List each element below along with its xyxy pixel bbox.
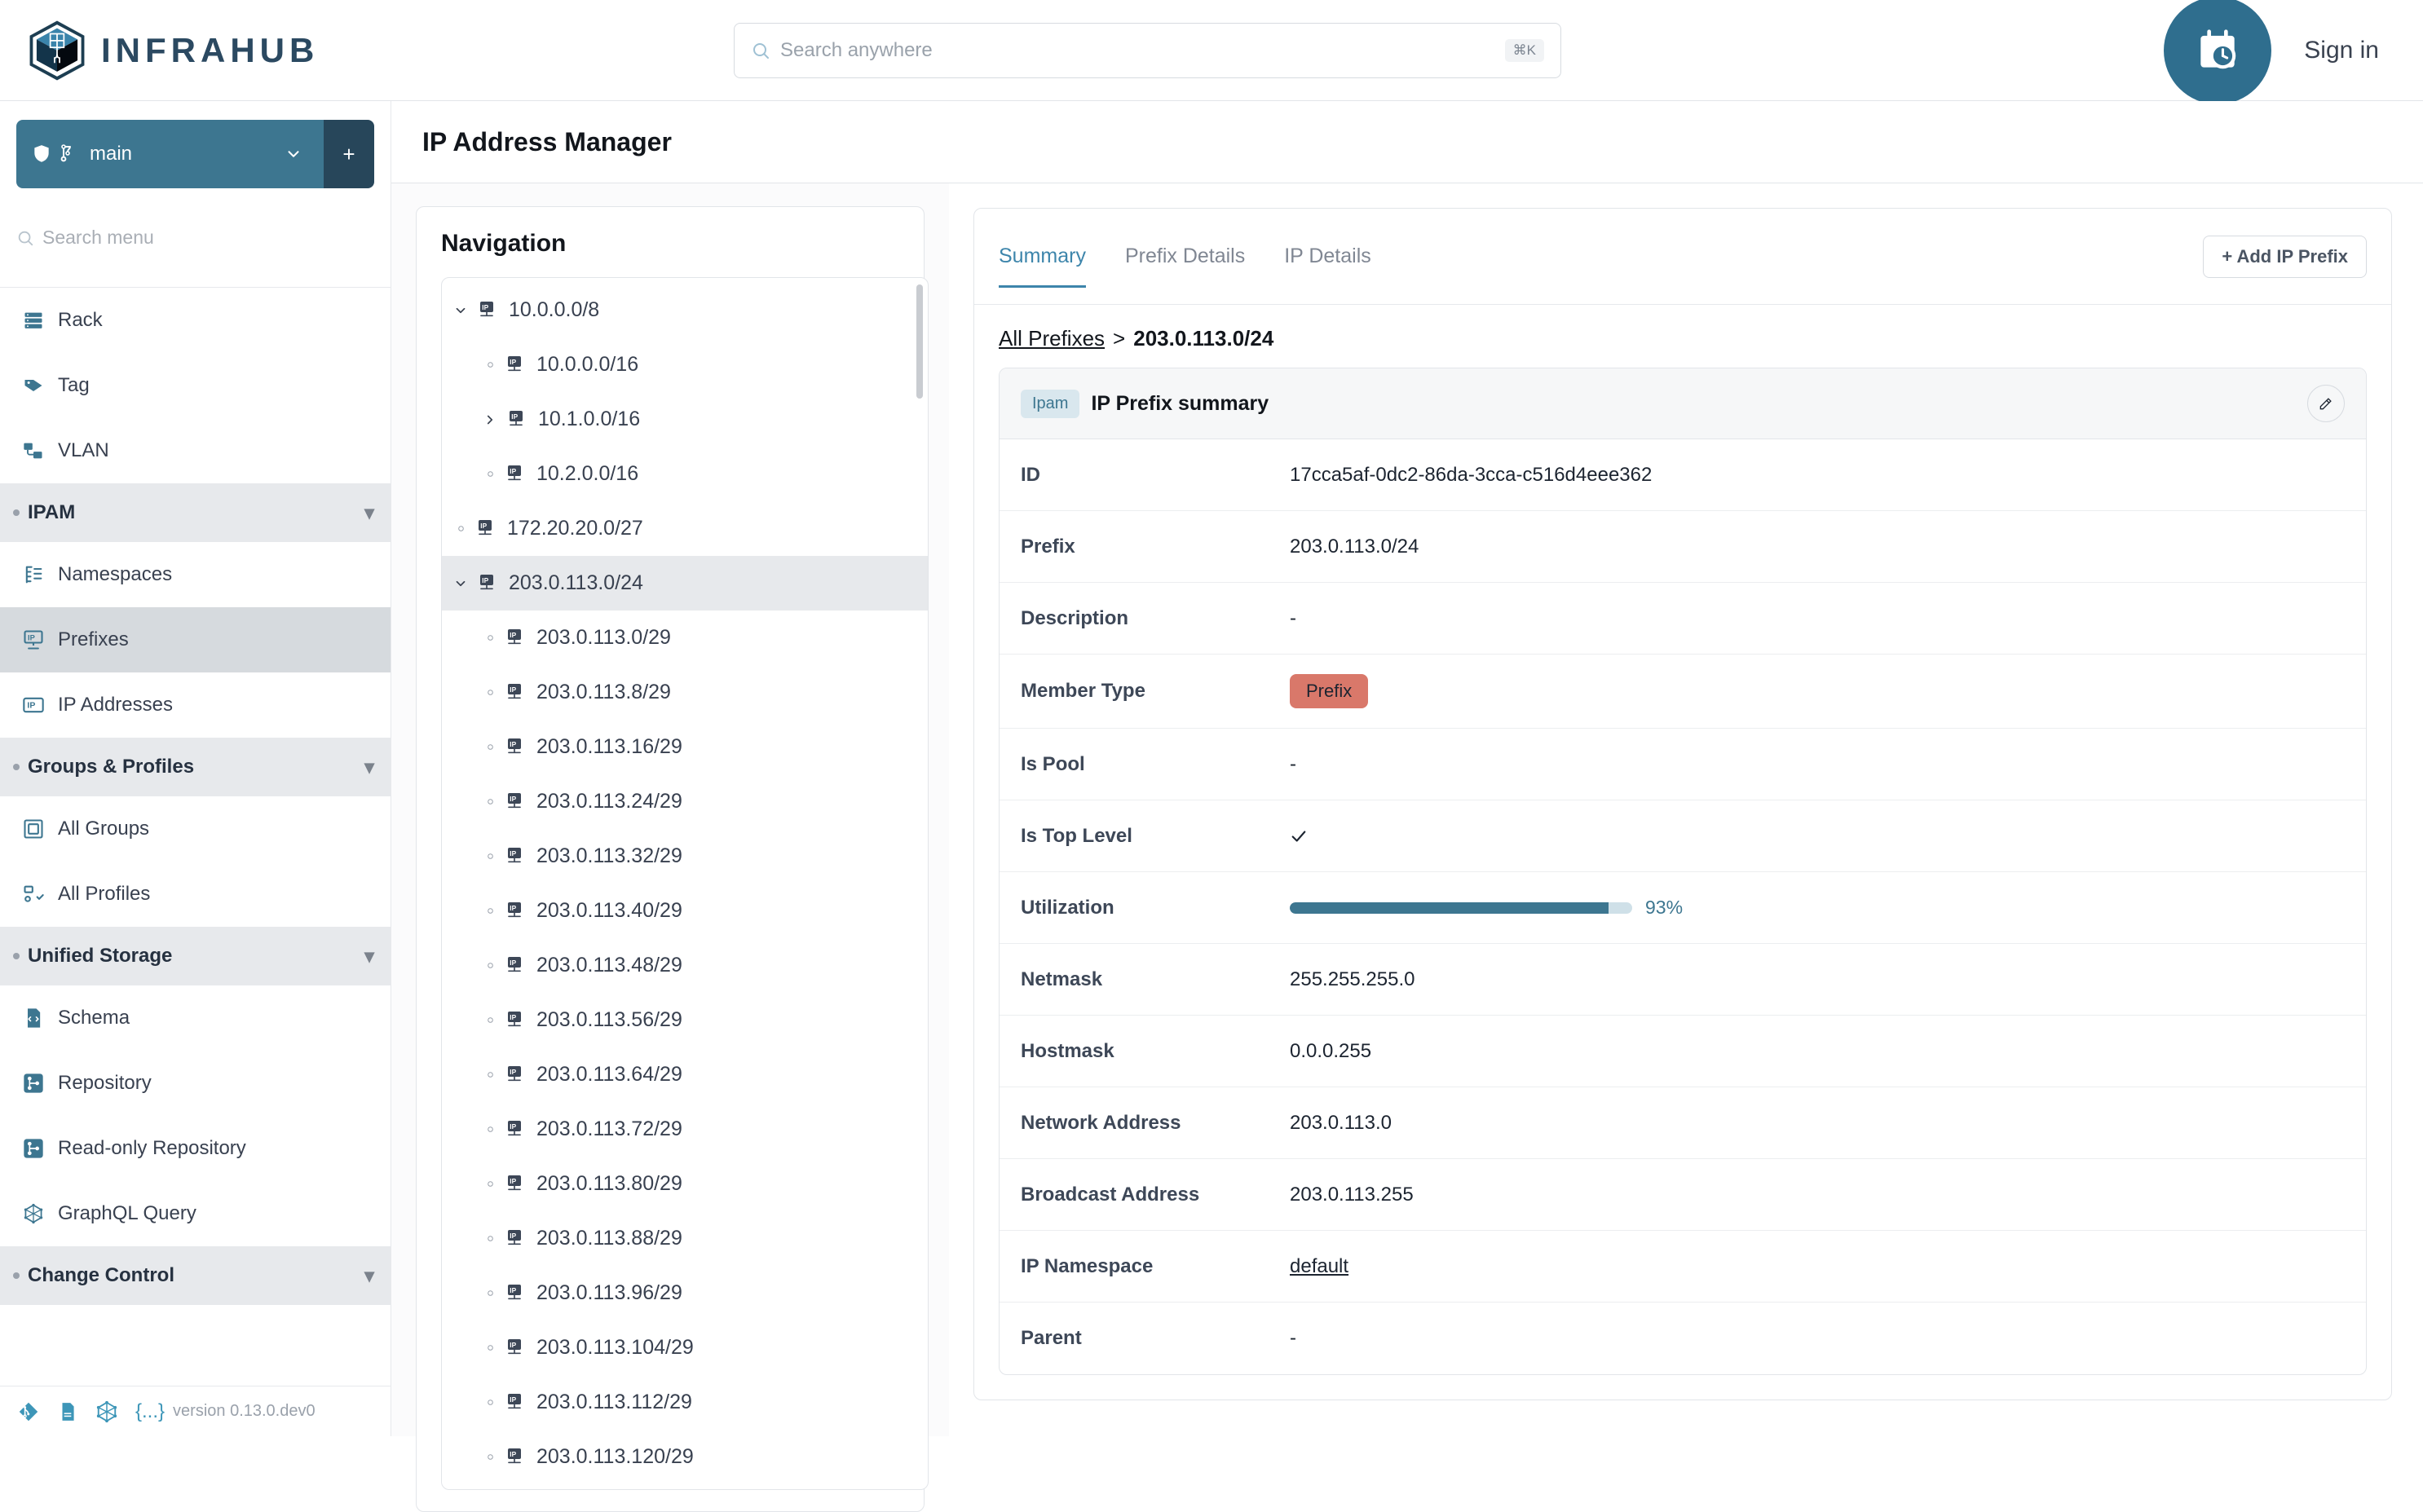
svg-text:IP: IP [510, 1340, 516, 1348]
svg-text:IP: IP [482, 302, 488, 311]
svg-text:IP: IP [27, 701, 35, 711]
svg-text:IP: IP [510, 466, 516, 474]
svg-text:IP: IP [510, 739, 516, 747]
svg-text:IP: IP [511, 412, 518, 420]
svg-text:IP: IP [510, 630, 516, 638]
svg-text:IP: IP [510, 1449, 516, 1457]
svg-text:IP: IP [510, 1067, 516, 1075]
svg-text:IP: IP [510, 1176, 516, 1184]
svg-text:IP: IP [510, 1231, 516, 1239]
svg-text:IP: IP [510, 1012, 516, 1020]
svg-text:IP: IP [510, 903, 516, 911]
svg-text:IP: IP [510, 794, 516, 802]
svg-text:IP: IP [28, 634, 35, 642]
svg-text:IP: IP [480, 521, 487, 529]
svg-text:IP: IP [510, 1122, 516, 1130]
svg-text:IP: IP [510, 685, 516, 693]
svg-text:IP: IP [510, 1285, 516, 1294]
svg-text:IP: IP [510, 849, 516, 857]
svg-text:IP: IP [510, 1395, 516, 1403]
svg-text:IP: IP [510, 357, 516, 365]
svg-text:IP: IP [482, 575, 488, 584]
svg-text:IP: IP [510, 958, 516, 966]
